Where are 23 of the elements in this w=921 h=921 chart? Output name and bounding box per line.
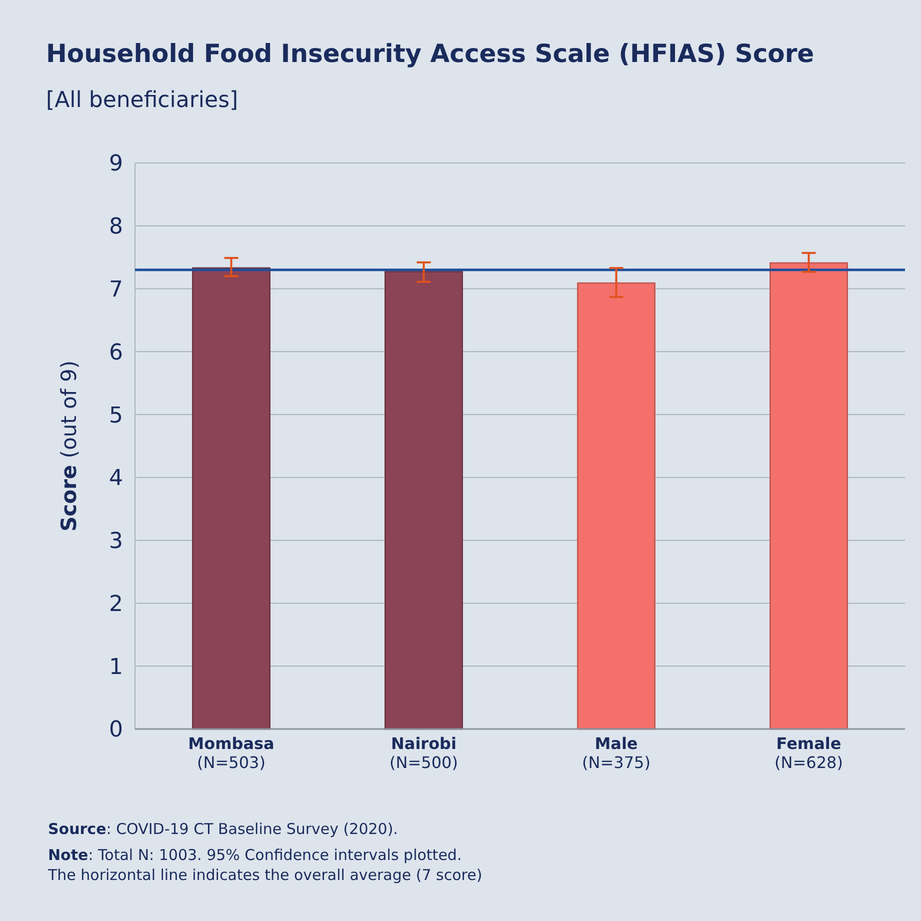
y-tick-label: 8 xyxy=(109,214,123,240)
text: Note: Total N: 1003. 95% Confidence intervals plotted. The horizontal line indicates the overall average (7 score) xyxy=(47,846,482,884)
bar xyxy=(384,271,463,730)
x-tick-label: Nairobi (N=500) xyxy=(390,734,458,772)
y-tick-label: 0 xyxy=(109,718,123,743)
x-tick-label: Female (N=628) xyxy=(774,734,843,772)
y-tick-label: 7 xyxy=(109,277,123,302)
x-tick-label: Mombasa (N=503) xyxy=(188,734,274,772)
source-note: Source: COVID-19 CT Baseline Survey (2020). xyxy=(48,820,398,838)
y-tick-label: 2 xyxy=(109,592,123,617)
y-tick-label: 9 xyxy=(109,152,123,177)
y-tick-label: 4 xyxy=(109,466,123,492)
chart-subtitle: [All beneficiaries] xyxy=(46,88,238,113)
bar xyxy=(577,282,656,730)
y-axis-title: Score (out of 9) xyxy=(57,360,81,532)
y-tick-label: 6 xyxy=(109,340,123,366)
x-tick-label: Male (N=375) xyxy=(582,734,650,772)
y-tick-label: 1 xyxy=(109,654,123,680)
y-tick-label: 5 xyxy=(109,403,123,428)
bar xyxy=(192,267,270,730)
chart-title: Household Food Insecurity Access Scale (HFIAS) Score xyxy=(46,39,814,68)
y-tick-label: 3 xyxy=(109,529,123,554)
bar xyxy=(770,262,848,730)
